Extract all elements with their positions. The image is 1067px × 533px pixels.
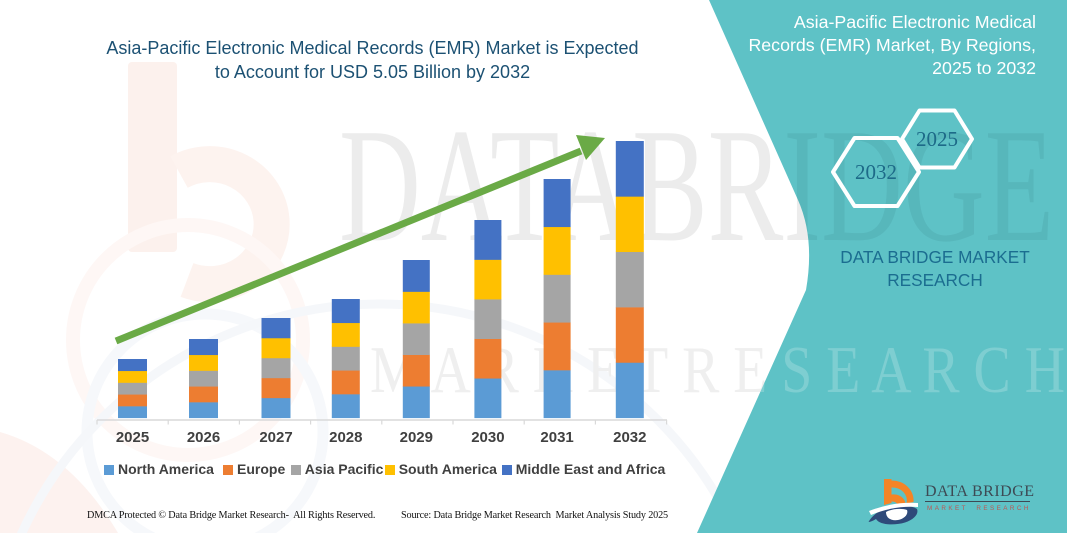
svg-text:2025: 2025 bbox=[916, 127, 958, 151]
svg-text:2032: 2032 bbox=[855, 160, 897, 184]
